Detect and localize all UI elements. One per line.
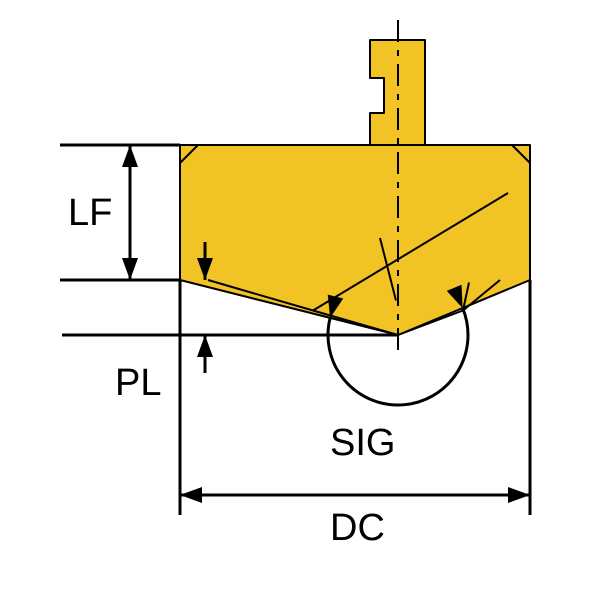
technical-diagram: LF PL SIG DC <box>0 0 600 600</box>
label-pl: PL <box>115 362 161 404</box>
label-lf: LF <box>68 192 112 234</box>
tool-body <box>180 145 530 335</box>
label-sig: SIG <box>330 422 395 464</box>
label-dc: DC <box>330 507 385 549</box>
